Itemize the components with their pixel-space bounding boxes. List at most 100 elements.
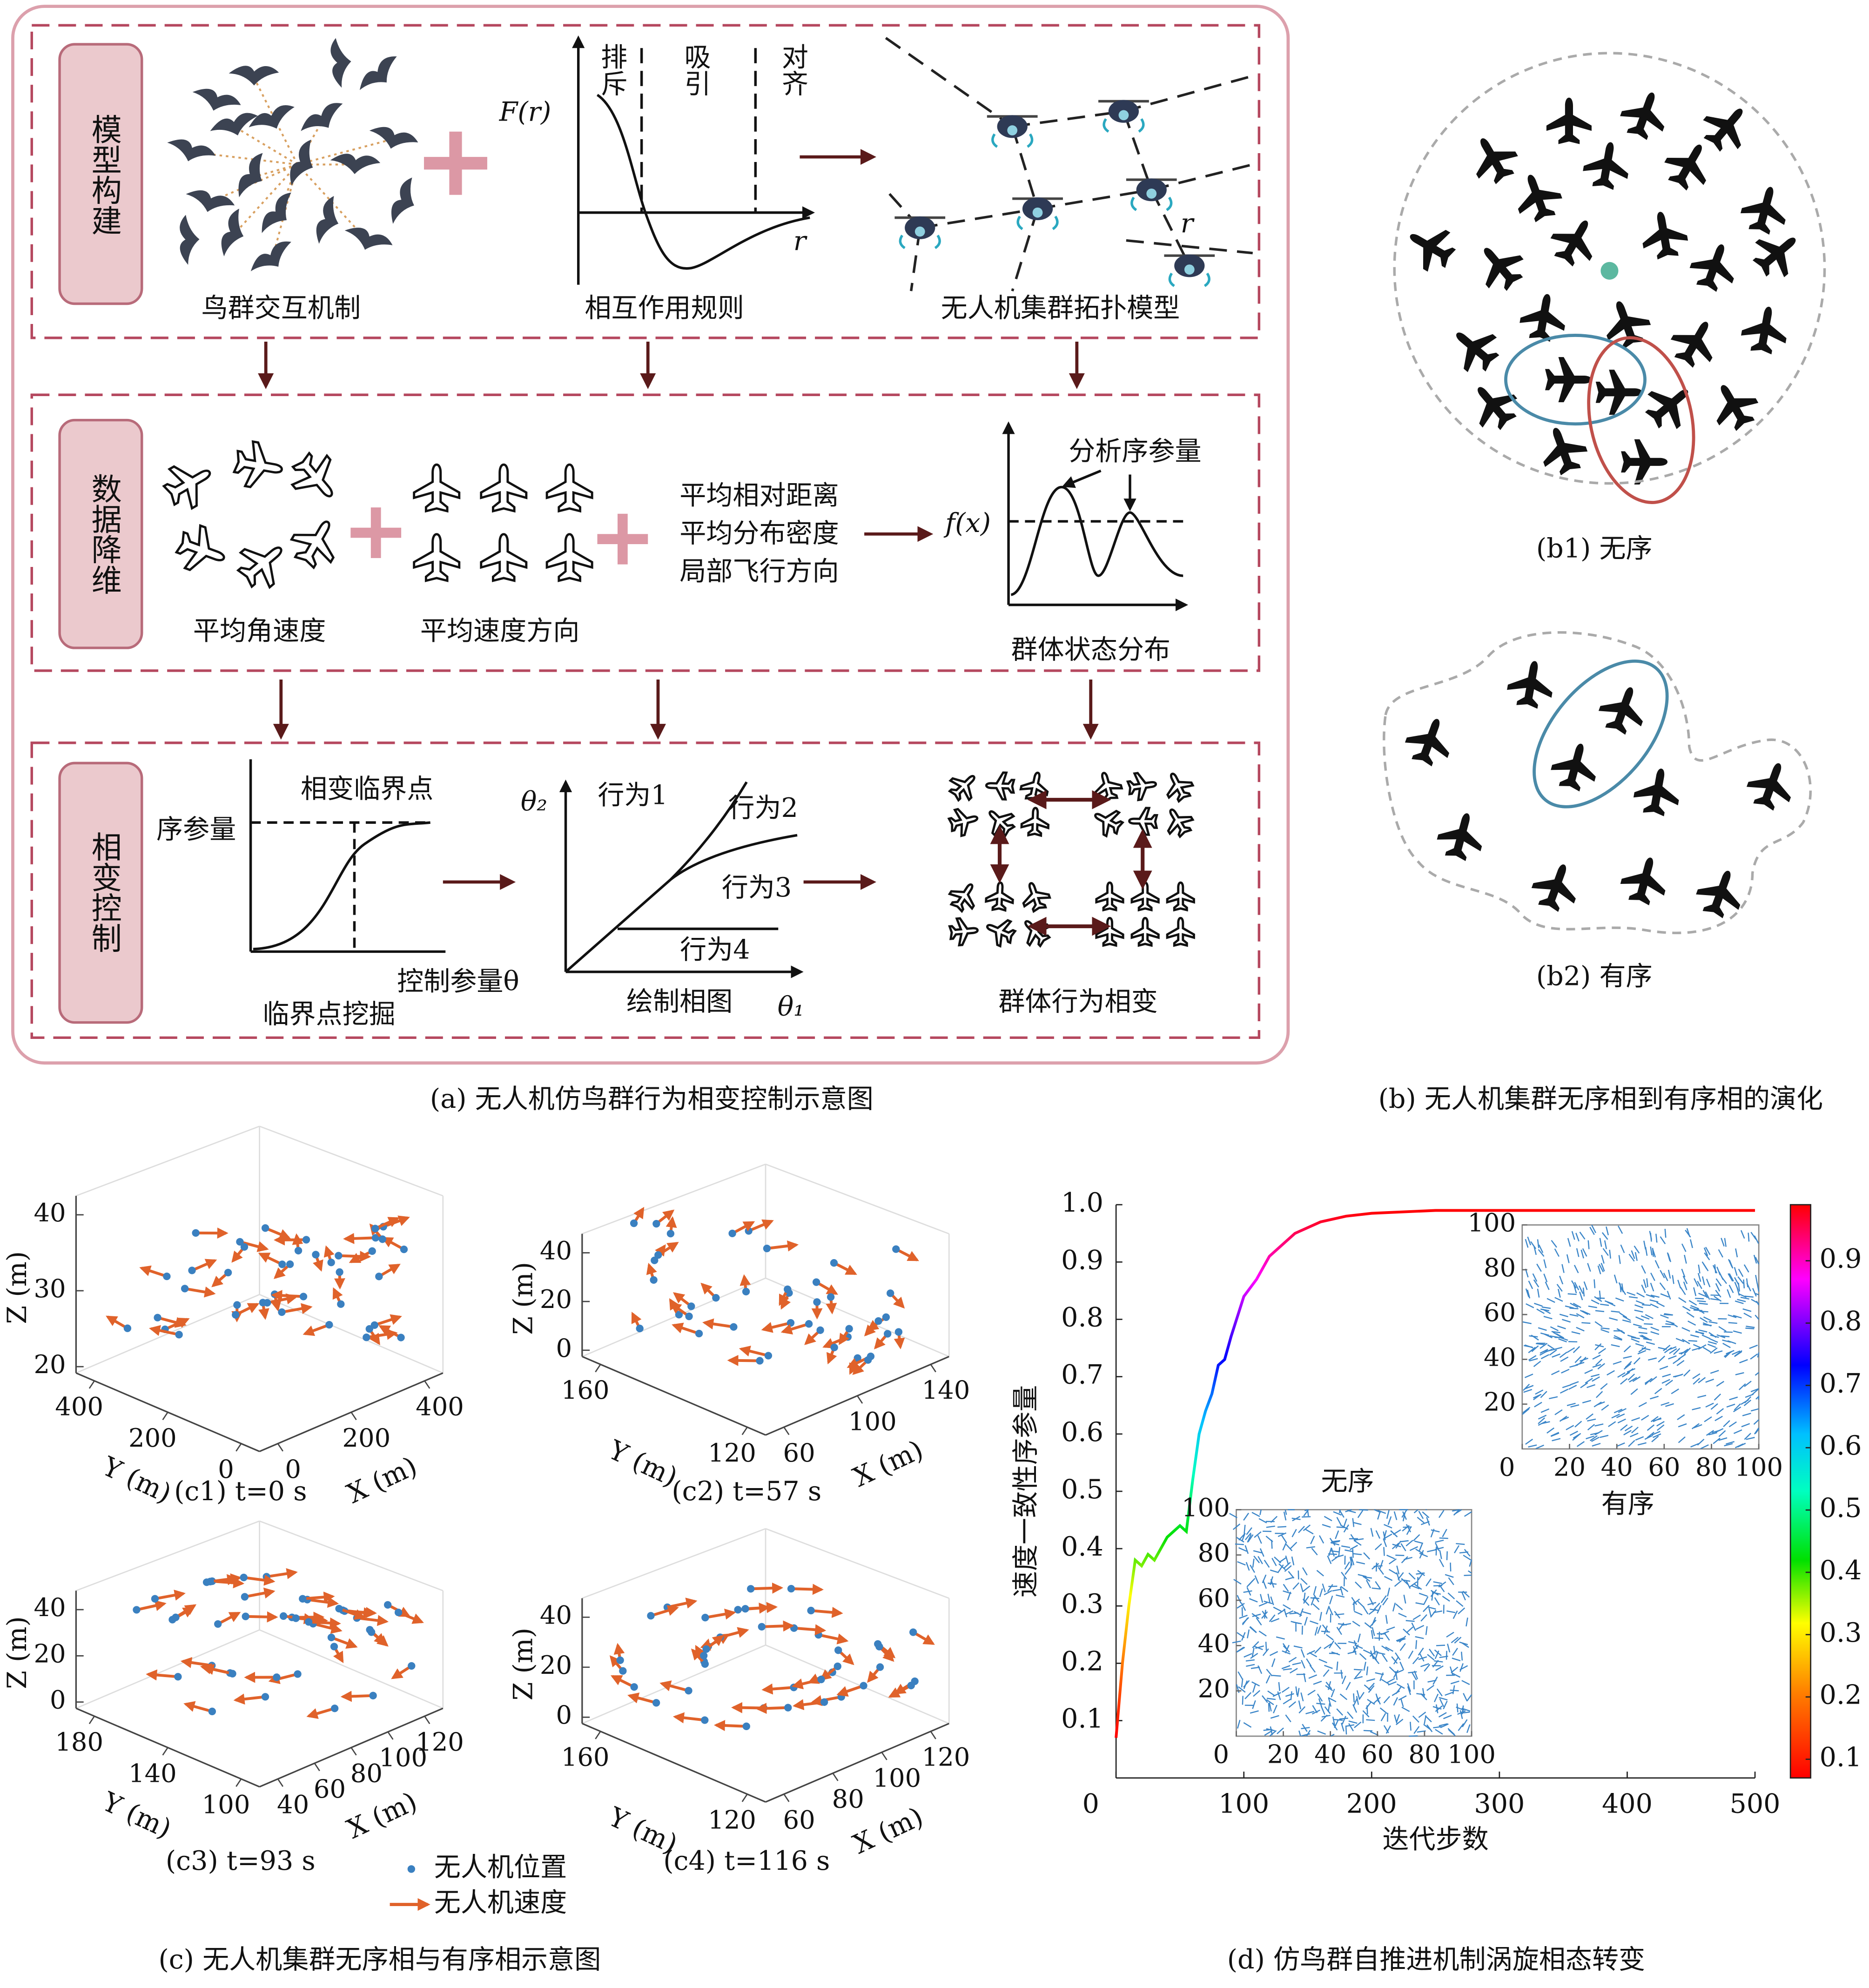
uav-position [241, 1593, 249, 1601]
velocity-vector [1331, 1651, 1340, 1656]
velocity-vector [1728, 1273, 1733, 1282]
velocity-vector [1354, 1611, 1363, 1616]
tick-mark [314, 1763, 320, 1772]
velocity-vector [1699, 1310, 1708, 1313]
velocity-vector [1420, 1693, 1427, 1701]
velocity-vector [1368, 1683, 1375, 1690]
velocity-vector [1399, 1643, 1406, 1651]
velocity-vector [1718, 1326, 1727, 1332]
z-tick-label: 40 [34, 1198, 66, 1227]
aircraft [1400, 711, 1459, 771]
uav-position [630, 1219, 638, 1227]
colorbar-tick-label: 0.3 [1820, 1617, 1862, 1648]
velocity-vector [1579, 1291, 1583, 1301]
velocity-vector [1423, 1596, 1429, 1605]
velocity-vector [1702, 1347, 1711, 1353]
velocity-vector [1304, 1617, 1308, 1626]
velocity-vector [1608, 1421, 1616, 1427]
velocity-vector [1572, 1434, 1580, 1441]
velocity-vector [1324, 1590, 1332, 1596]
velocity-vector [1288, 1657, 1297, 1663]
velocity-vector [1533, 1279, 1540, 1287]
velocity-vector [1718, 1249, 1723, 1258]
y-tick-label: 0.7 [1061, 1360, 1103, 1390]
velocity-vector [1673, 1348, 1681, 1355]
velocity-vector [1419, 1653, 1425, 1662]
panel-caption: (b) 无人机集群无序相到有序相的演化 [1378, 1084, 1823, 1114]
velocity-vector [1527, 1236, 1532, 1246]
velocity-vector [1352, 1522, 1362, 1525]
velocity-vector [1661, 1379, 1670, 1384]
axis-label: Z (m) [2, 1616, 33, 1689]
velocity-vector [1542, 1308, 1551, 1314]
velocity-vector [1333, 1511, 1342, 1516]
velocity-vector [1358, 1574, 1367, 1577]
velocity-vector [1272, 1675, 1281, 1677]
uav-position [363, 1334, 370, 1341]
velocity-vector [1383, 1531, 1386, 1541]
velocity-vector [1348, 1720, 1358, 1724]
velocity-vector [1721, 1335, 1730, 1337]
velocity-vector [1755, 1396, 1760, 1400]
velocity-vector [1528, 1444, 1537, 1448]
bird [180, 215, 200, 265]
velocity-vector [1334, 1718, 1343, 1721]
aircraft [1016, 912, 1055, 950]
axis-label: X (m) [848, 1434, 928, 1493]
velocity-vector [1395, 1652, 1401, 1661]
velocity-vector [1283, 1645, 1290, 1653]
velocity-vector [1728, 1285, 1734, 1294]
uav-position [700, 1651, 708, 1660]
tick-mark [783, 1427, 790, 1435]
velocity-vector [1686, 1312, 1694, 1318]
y-axis-label: 速度一致性序参量 [1010, 1385, 1041, 1598]
plot-title: 相变临界点 [301, 774, 433, 804]
velocity-vector [1270, 1576, 1273, 1585]
velocity-vector [1756, 1301, 1760, 1306]
velocity-vector [1671, 1388, 1679, 1395]
velocity-vector [1547, 1344, 1555, 1350]
velocity-vector [1703, 1316, 1712, 1321]
velocity-vector [1752, 1288, 1757, 1297]
velocity-vector [1284, 1510, 1287, 1515]
velocity-vector [1427, 1549, 1436, 1552]
velocity-vector [1461, 1591, 1466, 1601]
velocity-vector [1667, 1252, 1671, 1261]
velocity-vector [1414, 1540, 1424, 1544]
velocity-vector [1236, 1536, 1244, 1543]
velocity-vector [1402, 1512, 1406, 1522]
velocity-vector [1638, 1346, 1647, 1353]
velocity-vector [1742, 1308, 1752, 1312]
velocity-vector [1402, 1511, 1407, 1520]
velocity-vector [1375, 1563, 1378, 1572]
topology-link [1123, 74, 1253, 113]
velocity-vector [1523, 1388, 1533, 1393]
velocity-vector [1384, 1576, 1393, 1581]
velocity-vector [1445, 1651, 1447, 1660]
velocity-vector [1529, 1358, 1538, 1362]
velocity-vector [1738, 1282, 1740, 1292]
velocity-arrow [378, 1263, 401, 1278]
x-tick-label: 500 [1730, 1789, 1781, 1820]
velocity-vector [1628, 1440, 1635, 1447]
y-tick-label: 180 [55, 1727, 103, 1757]
velocity-vector [1710, 1403, 1718, 1410]
velocity-arrow [833, 1261, 857, 1275]
inset-x-tick-label: 100 [1735, 1452, 1783, 1482]
velocity-vector [1562, 1319, 1571, 1323]
axis-label: X (m) [343, 1786, 422, 1845]
velocity-vector [1243, 1722, 1252, 1728]
velocity-vector [1348, 1723, 1354, 1732]
velocity-vector [1270, 1596, 1274, 1605]
uav-position [701, 1716, 709, 1724]
velocity-vector [1724, 1238, 1727, 1247]
aircraft [1533, 420, 1592, 480]
velocity-vector [1352, 1621, 1360, 1627]
tick-mark [424, 1716, 430, 1725]
velocity-vector [1660, 1270, 1665, 1279]
uav-position [864, 1356, 872, 1364]
velocity-vector [1735, 1300, 1744, 1304]
velocity-arrow [702, 1318, 734, 1330]
velocity-vector [1269, 1702, 1272, 1712]
velocity-vector [1237, 1719, 1241, 1729]
